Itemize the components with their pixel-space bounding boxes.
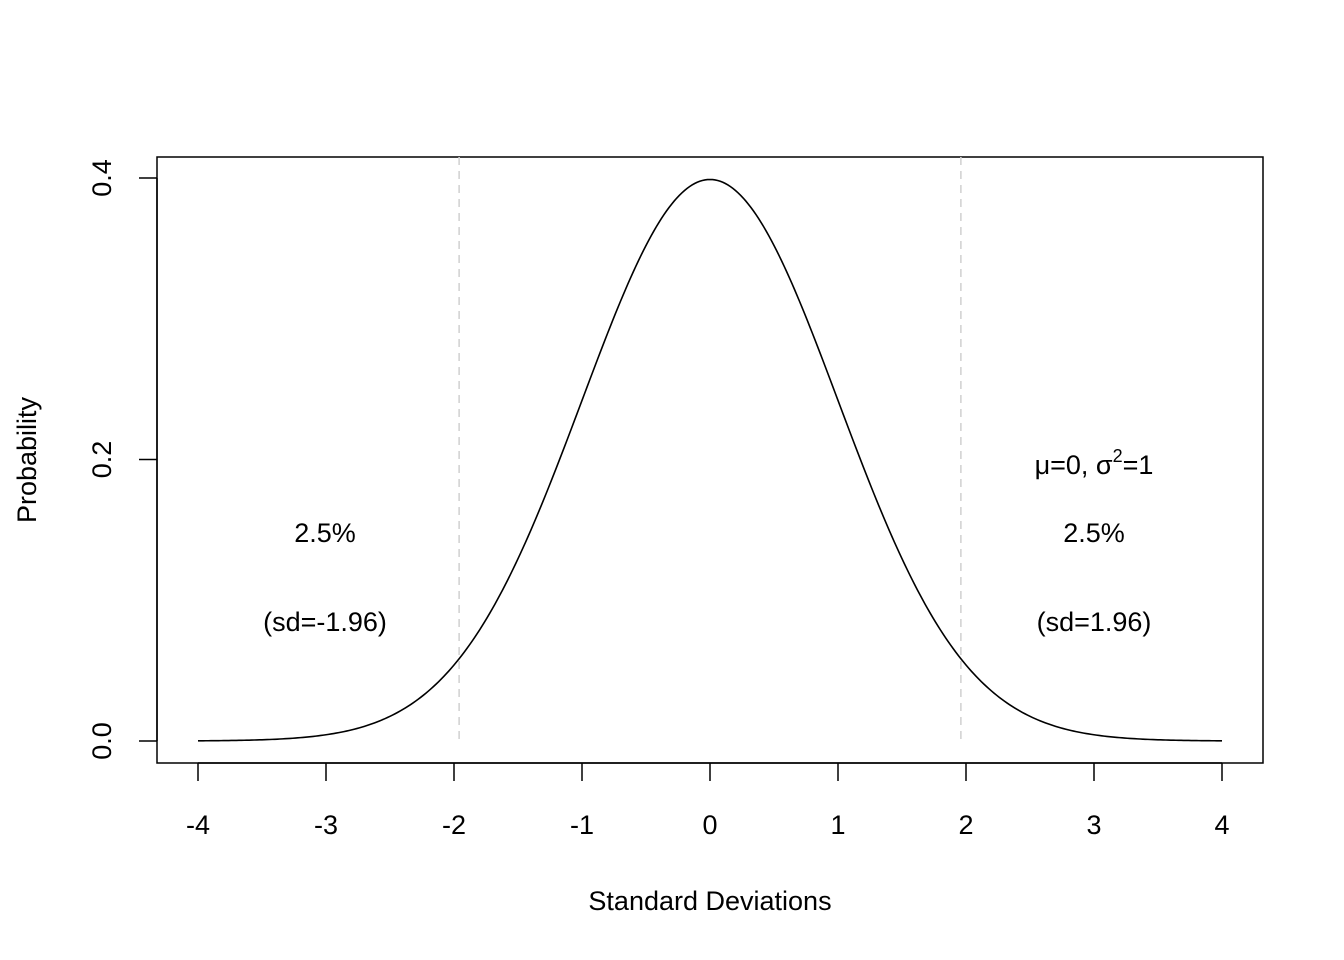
x-tick-label: -3	[314, 810, 338, 840]
x-tick-label: -2	[442, 810, 466, 840]
params-mu-sigma: μ=0, σ	[1035, 450, 1113, 480]
x-tick-label: 0	[702, 810, 717, 840]
params-tail: =1	[1123, 450, 1154, 480]
density-curve	[197, 178, 1223, 742]
y-tick-label: 0.4	[87, 159, 117, 197]
right-tail-percent: 2.5%	[1063, 518, 1125, 548]
right-tail-sd: (sd=1.96)	[1037, 607, 1152, 637]
params-exponent: 2	[1113, 446, 1123, 466]
x-tick-label: 1	[830, 810, 845, 840]
x-tick-label: -1	[570, 810, 594, 840]
y-axis-title: Probability	[12, 396, 42, 523]
left-tail-percent: 2.5%	[294, 518, 356, 548]
y-tick-label: 0.0	[87, 722, 117, 760]
reference-lines	[458, 157, 962, 741]
y-axis: 0.0 0.2 0.4	[87, 159, 158, 760]
distribution-params: μ=0, σ2=1	[1035, 446, 1154, 480]
left-tail-sd: (sd=-1.96)	[263, 607, 387, 637]
x-axis-title: Standard Deviations	[588, 886, 831, 916]
x-tick-label: 4	[1214, 810, 1229, 840]
x-tick-label: 3	[1086, 810, 1101, 840]
x-tick-label: 2	[958, 810, 973, 840]
y-tick-label: 0.2	[87, 441, 117, 479]
x-tick-label: -4	[186, 810, 210, 840]
x-axis: -4 -3 -2 -1 0 1 2 3 4	[186, 762, 1230, 840]
